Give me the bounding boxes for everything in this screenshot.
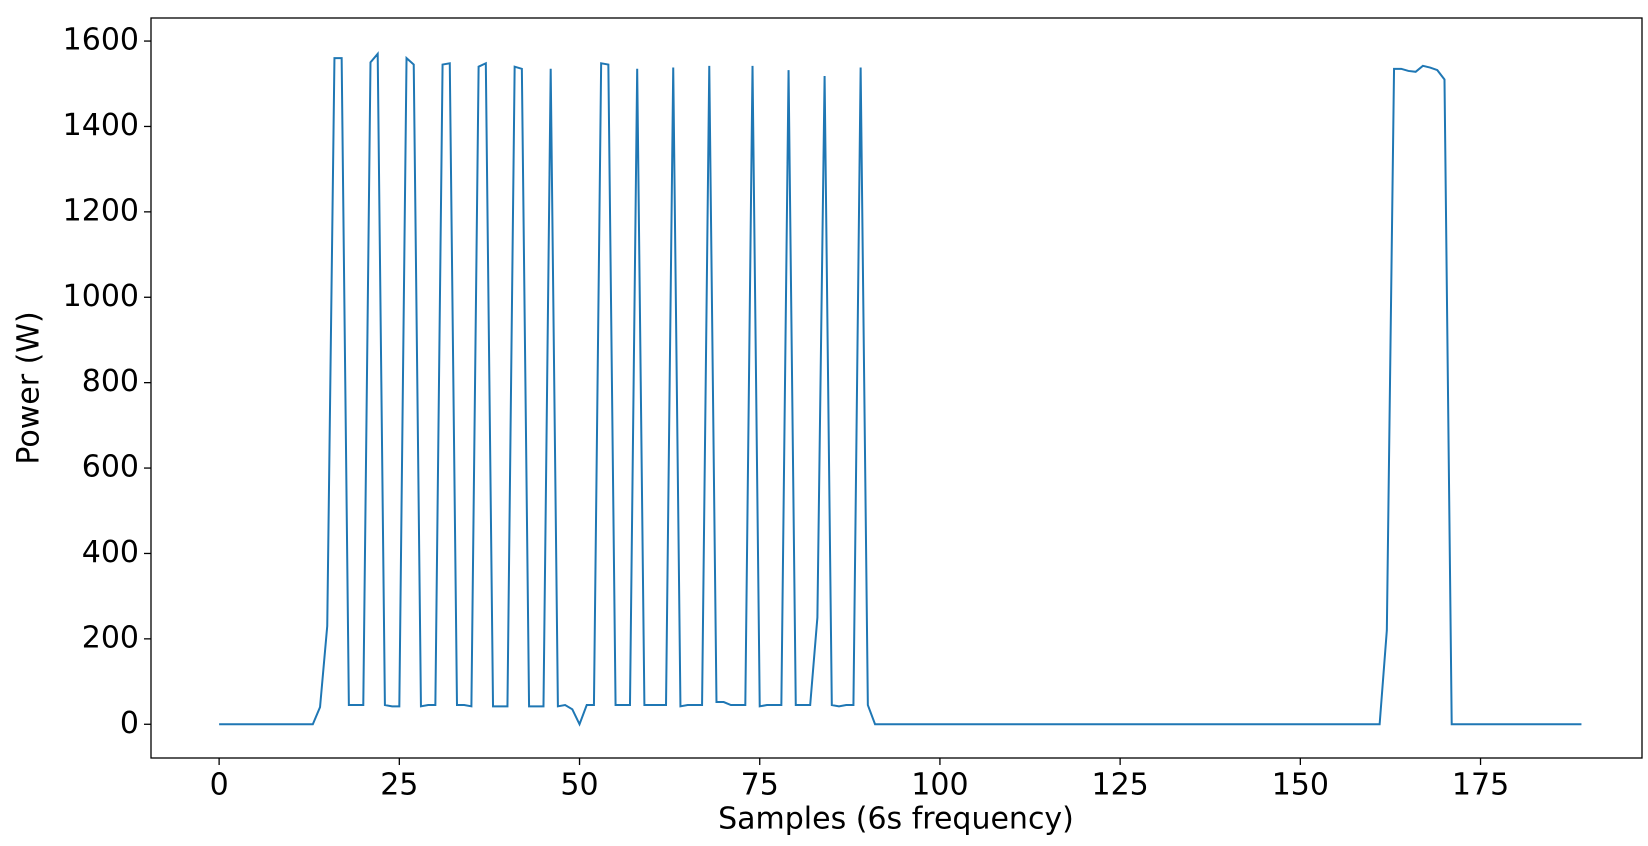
x-tick-label: 125 <box>1091 768 1148 803</box>
y-tick-label: 0 <box>120 706 139 741</box>
y-tick-label: 200 <box>82 620 139 655</box>
x-tick-label: 100 <box>911 768 968 803</box>
y-tick-label: 800 <box>82 364 139 399</box>
y-tick-label: 1200 <box>63 193 139 228</box>
y-tick-label: 1000 <box>63 279 139 314</box>
x-tick-label: 150 <box>1272 768 1329 803</box>
x-tick-label: 75 <box>741 768 779 803</box>
y-tick-label: 600 <box>82 450 139 485</box>
x-tick-label: 0 <box>210 768 229 803</box>
y-tick-label: 1600 <box>63 23 139 58</box>
data-line <box>219 51 1582 727</box>
x-tick-label: 175 <box>1452 768 1509 803</box>
y-tick-label: 400 <box>82 535 139 570</box>
x-tick-label: 50 <box>560 768 598 803</box>
x-tick-label: 25 <box>380 768 418 803</box>
y-axis-label: Power (W) <box>12 311 47 464</box>
plot-frame <box>150 17 1643 759</box>
y-tick-label: 1400 <box>63 108 139 143</box>
x-axis-label: Samples (6s frequency) <box>718 802 1074 837</box>
